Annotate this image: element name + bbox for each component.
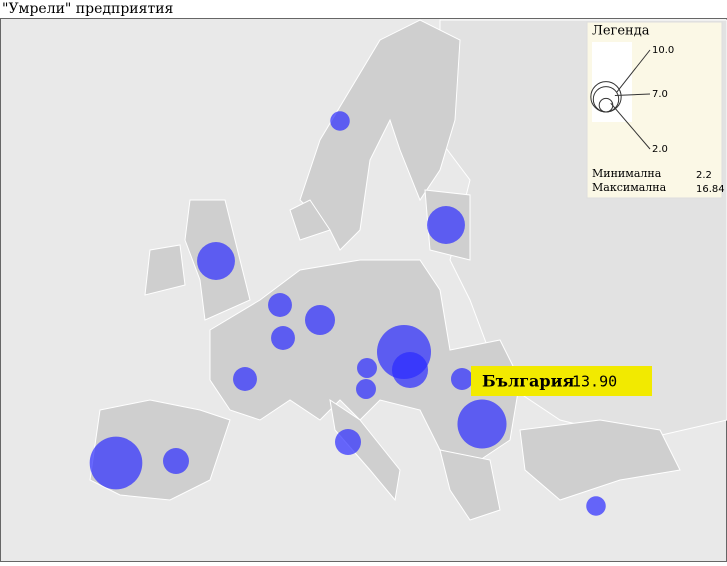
legend-tick-label: 10.0 <box>652 45 674 56</box>
map-title: "Умрели" предприятия <box>2 1 174 17</box>
bubble <box>356 379 376 399</box>
bubble <box>451 368 473 390</box>
bubble <box>163 448 189 474</box>
legend-tick-label: 2.0 <box>652 144 668 155</box>
legend-max-value: 16.84 <box>696 184 725 195</box>
bubble <box>271 326 295 350</box>
bubble <box>233 367 257 391</box>
bubble <box>392 352 428 388</box>
legend-max-label: Максимална <box>592 181 667 194</box>
bubble <box>197 242 235 280</box>
bubble <box>586 496 606 516</box>
bubble <box>427 206 465 244</box>
legend-min-value: 2.2 <box>696 170 712 181</box>
legend-min-label: Минимална <box>592 167 662 180</box>
tooltip-value: 13.90 <box>572 373 617 391</box>
legend-title: Легенда <box>592 24 650 39</box>
bubble <box>305 305 335 335</box>
legend-tick-label: 7.0 <box>652 89 668 100</box>
bubble <box>330 111 350 131</box>
bubble <box>457 399 506 448</box>
tooltip-name: България <box>482 372 574 391</box>
bubble <box>357 358 377 378</box>
bubble <box>90 437 143 490</box>
bubble <box>335 429 361 455</box>
bubble <box>268 293 292 317</box>
